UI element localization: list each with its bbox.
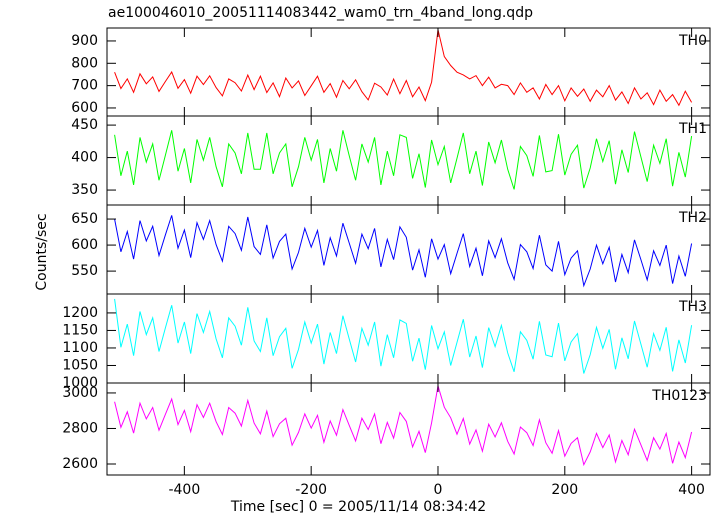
- y-tick-label: 400: [71, 150, 98, 166]
- y-tick-label: 650: [71, 211, 98, 227]
- y-tick-label: 600: [71, 237, 98, 253]
- panel-label: TH3: [678, 299, 707, 315]
- data-line: [114, 29, 693, 107]
- chart-title: ae100046010_20051114083442_wam0_trn_4ban…: [108, 5, 533, 21]
- panel-frame: [106, 382, 711, 476]
- y-tick-label: 700: [71, 78, 98, 94]
- y-tick-label: 900: [71, 33, 98, 49]
- y-tick-label: 2600: [62, 456, 98, 472]
- panel-label: TH0123: [651, 388, 707, 404]
- y-tick-label: 1000: [62, 375, 98, 391]
- panel-label: TH0: [678, 33, 707, 49]
- x-tick-label: 400: [678, 482, 705, 498]
- y-tick-label: 1100: [62, 340, 98, 356]
- y-tick-label: 1200: [62, 305, 98, 321]
- y-tick-label: 600: [71, 100, 98, 116]
- panel-frame: [106, 27, 711, 117]
- panel-label: TH2: [678, 210, 707, 226]
- y-tick-label: 2800: [62, 420, 98, 436]
- x-tick-label: -200: [295, 482, 327, 498]
- x-axis-label: Time [sec] 0 = 2005/11/14 08:34:42: [230, 499, 486, 515]
- x-tick-label: -400: [168, 482, 200, 498]
- y-tick-label: 1050: [62, 357, 98, 373]
- y-tick-label: 800: [71, 55, 98, 71]
- y-axis-label: Counts/sec: [34, 213, 50, 290]
- y-tick-label: 1150: [62, 322, 98, 338]
- y-tick-label: 350: [71, 182, 98, 198]
- y-tick-label: 550: [71, 263, 98, 279]
- data-line: [114, 130, 693, 190]
- data-line: [114, 215, 693, 288]
- x-tick-label: 0: [434, 482, 443, 498]
- x-tick-label: 200: [551, 482, 578, 498]
- data-line: [114, 298, 693, 374]
- y-tick-label: 450: [71, 117, 98, 133]
- panel-label: TH1: [678, 121, 707, 137]
- y-tick-label: 3000: [62, 385, 98, 401]
- data-line: [114, 385, 693, 467]
